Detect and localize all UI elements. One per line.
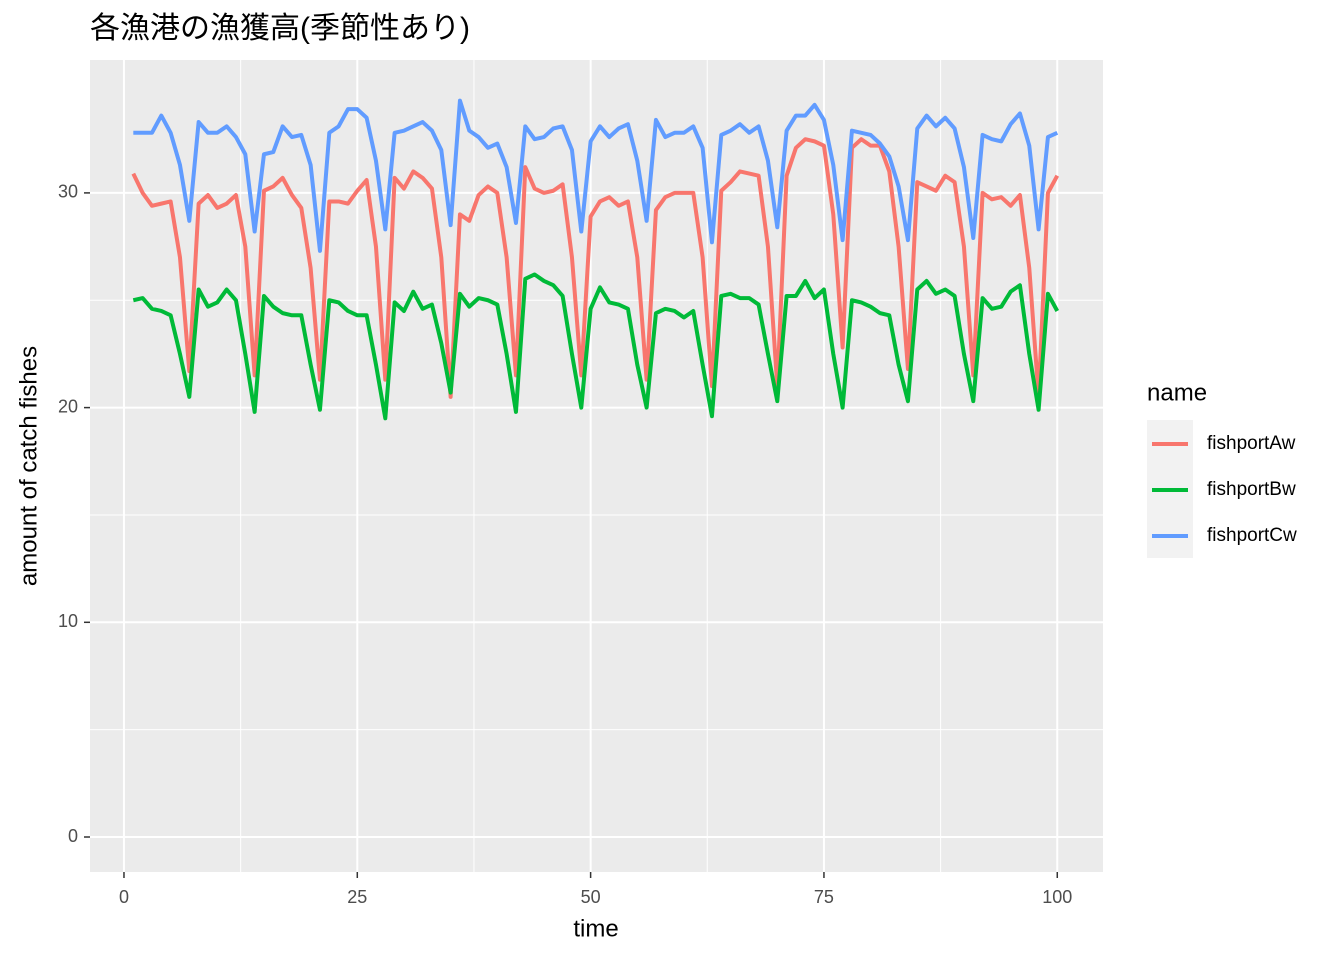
x-tick-label: 0 [119,887,129,907]
y-tick-label: 30 [58,182,78,202]
legend-label: fishportCw [1207,525,1297,546]
x-axis-title: time [573,915,618,942]
series-line [133,98,1059,253]
x-tick-label: 100 [1042,887,1072,907]
y-tick-label: 20 [58,396,78,416]
legend-label: fishportAw [1207,433,1296,454]
x-tick-label: 75 [814,887,834,907]
y-tick-label: 10 [58,611,78,631]
chart-title: 各漁港の漁獲高(季節性あり) [90,12,470,45]
x-tick-label: 25 [347,887,367,907]
legend-title: name [1147,379,1207,406]
y-axis-title: amount of catch fishes [15,346,42,586]
y-tick-label: 0 [68,826,78,846]
x-tick-label: 50 [581,887,601,907]
series-line [132,272,1060,421]
series-line [131,137,1060,399]
legend-label: fishportBw [1207,479,1296,500]
